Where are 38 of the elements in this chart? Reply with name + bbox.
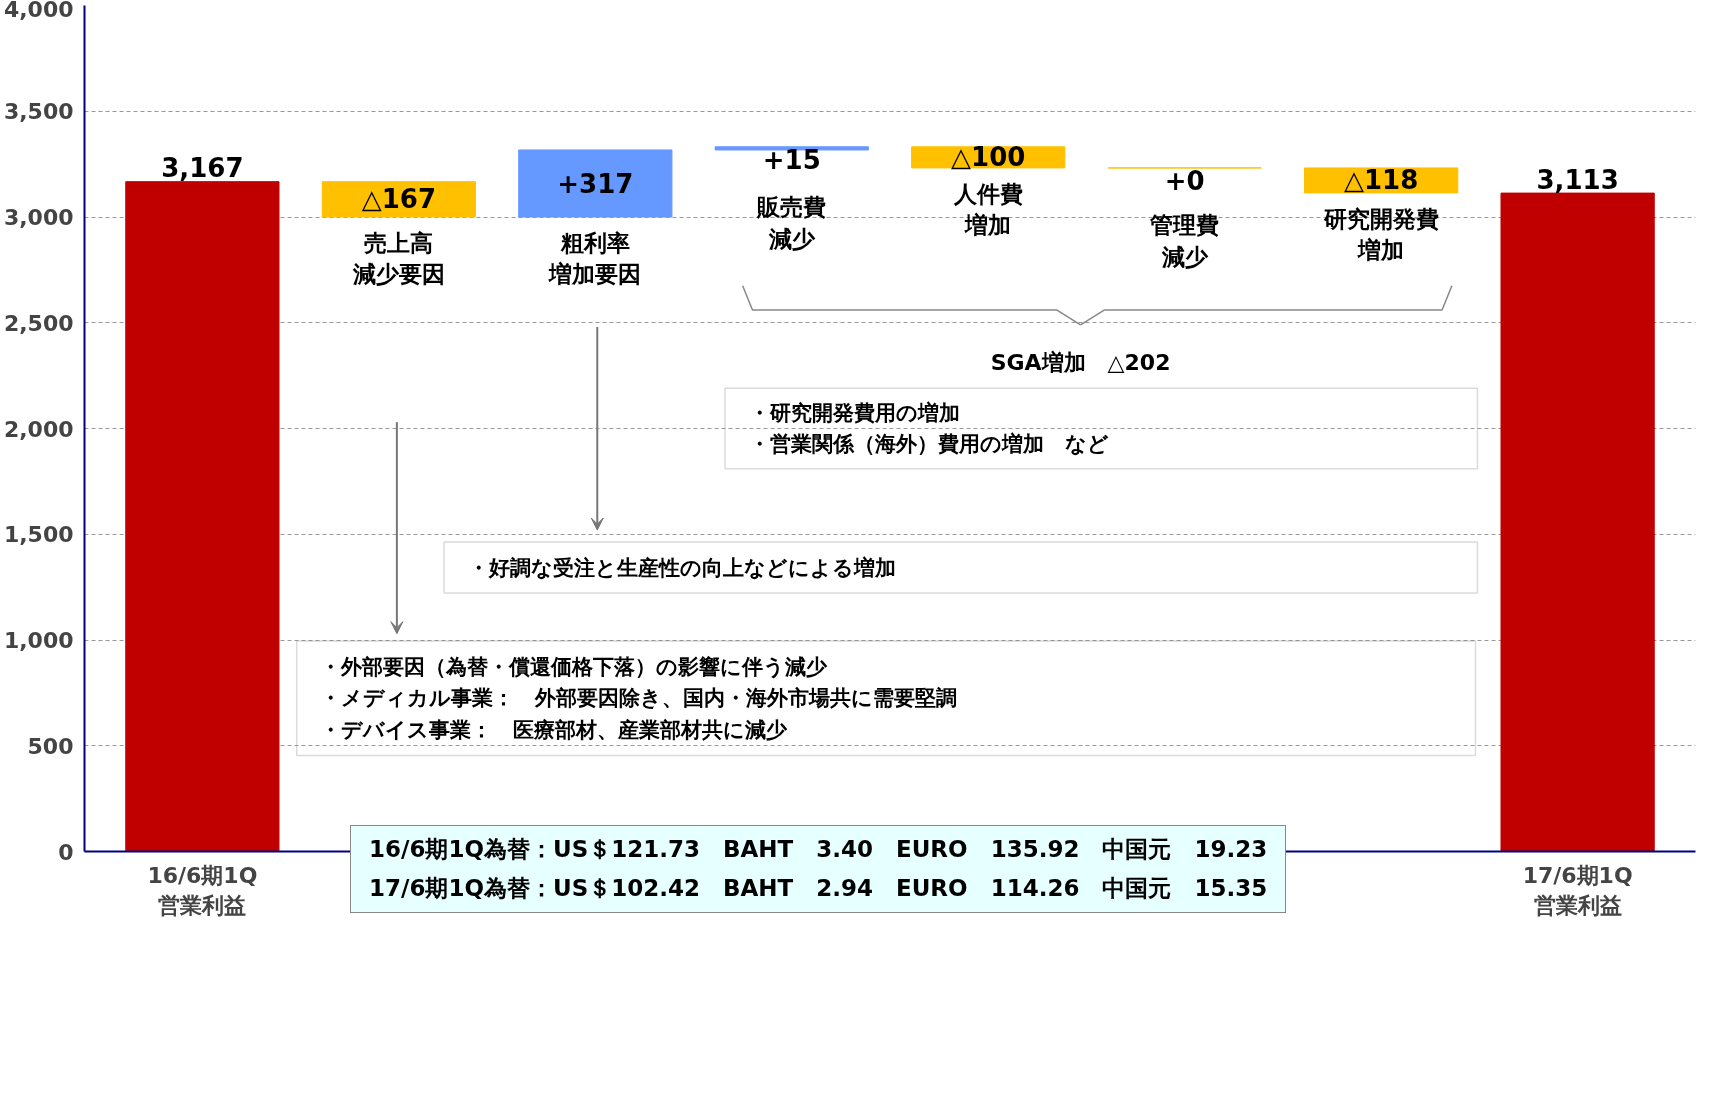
x-tick-label: 研究開発費増加 [1322,205,1439,264]
data-label: △167 [361,184,436,215]
data-label: 3,167 [161,153,244,184]
x-tick-label: 人件費増加 [952,180,1023,239]
text: 17/6期1Q為替：US＄102.42 BAHT 2.94 EURO 114.26 中国元 15.35 [369,875,1268,902]
annotation: ・デバイス事業： 医療部材、産業部材共に減少 [320,717,789,742]
data-label: △118 [1344,165,1419,196]
y-tick-label: 3,000 [3,205,74,230]
y-tick-label: 2,500 [3,310,74,336]
y-tick-label: 2,000 [3,416,74,442]
annotation: 16/6期1Q為替：US＄121.73 BAHT 3.40 EURO 135.92 中国元 19.23 [369,836,1268,862]
bar [125,181,280,852]
x-tick-label: 売上高減少要因 [351,229,445,288]
y-tick-label: 500 [27,733,74,759]
annotation: ・好調な受注と生産性の向上などによる増加 [467,555,896,580]
annotation: ・外部要因（為替・償還価格下落）の影響に伴う減少 [320,654,829,679]
y-tick-label: 1,500 [3,522,74,548]
bar [714,146,869,151]
annotation: ・営業関係（海外）費用の増加 など [748,432,1109,457]
bar [518,149,673,218]
data-label: +317 [557,169,634,200]
y-tick-label: 1,000 [3,628,74,653]
data-label: +15 [762,144,821,175]
annotation: ・メディカル事業： 外部要因除き、国内・海外市場共に需要堅調 [320,686,958,711]
y-tick-label: 0 [58,839,74,865]
y-tick-label: 3,500 [3,99,74,125]
annotation: SGA増加 △202 [990,350,1171,376]
bar [1500,192,1655,852]
data-label: +0 [1164,166,1205,197]
x-tick-label: 管理費減少 [1149,212,1220,271]
x-tick-label: 粗利率増加要因 [548,229,642,288]
annotation: ・研究開発費用の増加 [748,400,960,425]
x-tick-label: 16/6期1Q 営業利益 [147,862,258,918]
x-tick-label: 17/6期1Q 営業利益 [1522,862,1633,918]
x-tick-label: 販売費減少 [756,194,827,253]
data-label: △100 [951,142,1026,173]
y-tick-label: 4,000 [3,0,74,22]
data-label: 3,113 [1536,164,1619,195]
